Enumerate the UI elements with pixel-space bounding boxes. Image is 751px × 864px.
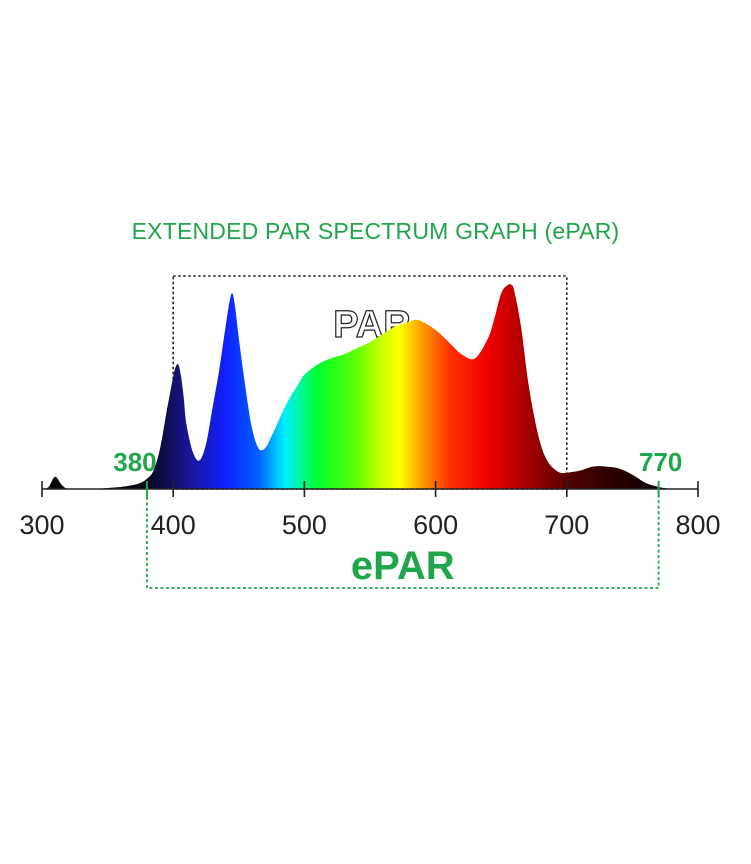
x-tick-label-700: 700 — [544, 510, 589, 540]
epar-region-bracket — [146, 497, 660, 589]
chart-title: EXTENDED PAR SPECTRUM GRAPH (ePAR) — [131, 218, 620, 244]
epar-label: ePAR — [351, 544, 455, 588]
epar-end-label: 770 — [639, 447, 682, 477]
spectrum-area — [42, 284, 672, 489]
x-tick-label-400: 400 — [151, 510, 196, 540]
x-tick-label-600: 600 — [413, 510, 458, 540]
x-tick-label-800: 800 — [675, 510, 720, 540]
x-axis-ticks: 300 400 500 600 700 800 — [19, 481, 721, 540]
x-tick-label-300: 300 — [19, 510, 64, 540]
epar-start-label: 380 — [113, 447, 156, 477]
x-tick-label-500: 500 — [282, 510, 327, 540]
